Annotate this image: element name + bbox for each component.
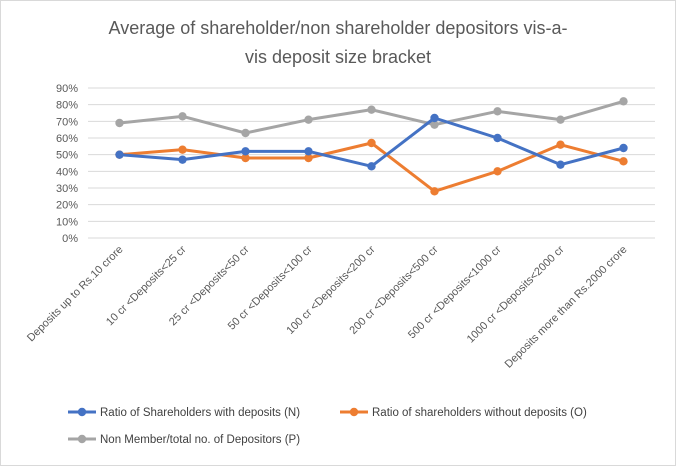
data-point (241, 153, 250, 163)
data-point (367, 105, 376, 114)
y-axis-labels: 0% 10% 20% 30% 40% 50% 60% 70% 80% 90% (56, 83, 78, 245)
data-point (619, 143, 628, 153)
y-tick-label: 30% (56, 183, 78, 195)
data-point (115, 118, 124, 128)
y-tick-label: 50% (56, 150, 78, 162)
data-point (493, 167, 502, 176)
data-point (304, 153, 313, 163)
series-group (115, 97, 628, 196)
data-point (304, 115, 313, 124)
legend-label: Non Member/total no. of Depositors (P) (100, 434, 300, 446)
data-point (367, 162, 376, 171)
data-point (430, 113, 439, 123)
data-point (178, 145, 187, 154)
chart-title-line-2: vis deposit size bracket (245, 47, 431, 67)
data-point (241, 128, 250, 138)
legend-swatch-marker (77, 434, 87, 444)
legend-swatch-marker (349, 407, 359, 417)
y-tick-label: 90% (56, 83, 78, 95)
legend-swatch-marker (77, 407, 87, 417)
data-point (556, 115, 565, 124)
gridlines (88, 87, 655, 239)
legend: Ratio of Shareholders with deposits (N) R… (68, 407, 587, 446)
y-tick-label: 60% (56, 133, 78, 145)
data-point (619, 157, 628, 166)
y-tick-label: 10% (56, 216, 78, 228)
chart-title-line-1: Average of shareholder/non shareholder d… (109, 18, 568, 38)
y-tick-label: 20% (56, 200, 78, 212)
data-point (493, 107, 502, 116)
y-tick-label: 70% (56, 116, 78, 128)
y-tick-label: 80% (56, 100, 78, 112)
data-point (619, 97, 628, 106)
data-point (115, 150, 124, 159)
data-point (430, 120, 439, 129)
data-point (556, 140, 565, 149)
data-point (556, 160, 565, 169)
legend-label: Ratio of Shareholders with deposits (N) (100, 407, 300, 419)
x-tick-label: Deposits up to Rs.10 crore (25, 244, 126, 345)
data-point (304, 147, 313, 156)
y-tick-label: 40% (56, 166, 78, 178)
data-point (493, 133, 502, 143)
data-point (178, 112, 187, 121)
x-tick-label: Deposits more than Rs.2000 crore (503, 244, 630, 371)
data-point (178, 155, 187, 164)
y-tick-label: 0% (62, 233, 78, 245)
legend-label: Ratio of shareholders without deposits (… (372, 407, 587, 419)
data-point (430, 187, 439, 196)
data-point (367, 138, 376, 148)
data-point (241, 147, 250, 156)
